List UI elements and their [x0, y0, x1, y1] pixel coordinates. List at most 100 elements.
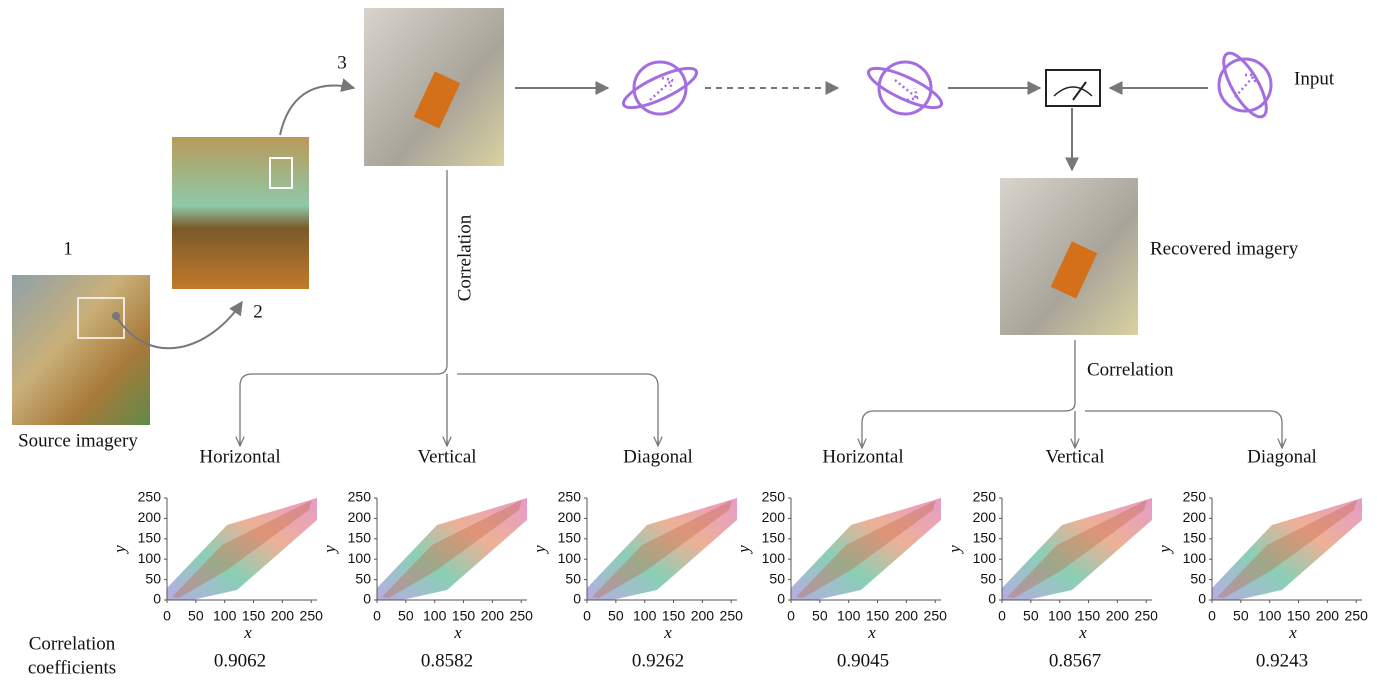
- x-tick-label: 250: [1345, 608, 1369, 624]
- coefficient: 0.8582: [421, 650, 473, 671]
- step-label: 3: [337, 52, 347, 73]
- y-tick-label: 50: [769, 570, 785, 586]
- x-tick-label: 200: [691, 608, 715, 624]
- correlation-label: Correlation: [454, 214, 475, 301]
- plot-title: Diagonal: [1247, 446, 1317, 467]
- y-tick-label: 50: [145, 570, 161, 586]
- x-tick-label: 50: [398, 608, 414, 624]
- coefficient: 0.9243: [1256, 650, 1308, 671]
- x-axis-label: x: [663, 623, 672, 642]
- x-tick-label: 0: [787, 608, 795, 624]
- y-axis-label: y: [1155, 545, 1174, 555]
- y-tick-label: 100: [558, 550, 582, 566]
- y-tick-label: 150: [762, 530, 786, 546]
- x-tick-label: 250: [924, 608, 948, 624]
- x-tick-label: 150: [242, 608, 266, 624]
- x-tick-label: 250: [720, 608, 744, 624]
- y-tick-label: 150: [558, 530, 582, 546]
- x-tick-label: 150: [662, 608, 686, 624]
- y-tick-label: 100: [348, 550, 372, 566]
- x-tick-label: 50: [188, 608, 204, 624]
- x-tick-label: 200: [1316, 608, 1340, 624]
- y-tick-label: 50: [565, 570, 581, 586]
- y-tick-label: 200: [973, 509, 997, 525]
- y-axis-label: y: [945, 545, 964, 555]
- plot-title: Horizontal: [822, 446, 903, 467]
- x-tick-label: 150: [1077, 608, 1101, 624]
- source-label: Source imagery: [18, 430, 138, 451]
- plot-title: Vertical: [417, 446, 476, 467]
- y-tick-label: 150: [348, 530, 372, 546]
- x-tick-label: 250: [1135, 608, 1159, 624]
- plot-title: Vertical: [1045, 446, 1104, 467]
- y-tick-label: 250: [762, 489, 786, 505]
- x-tick-label: 250: [300, 608, 324, 624]
- y-axis-label: y: [530, 545, 549, 555]
- x-tick-label: 50: [1023, 608, 1039, 624]
- x-tick-label: 100: [1048, 608, 1072, 624]
- x-tick-label: 100: [423, 608, 447, 624]
- y-tick-label: 200: [558, 509, 582, 525]
- decryptor-icon: [1046, 70, 1100, 106]
- y-tick-label: 250: [348, 489, 372, 505]
- y-tick-label: 100: [138, 550, 162, 566]
- arrow: [280, 85, 354, 135]
- x-axis-label: x: [243, 623, 252, 642]
- plot-title: Horizontal: [199, 446, 280, 467]
- y-tick-label: 250: [973, 489, 997, 505]
- key-icon: [1216, 47, 1275, 122]
- x-axis-label: x: [453, 623, 462, 642]
- coefficient: 0.9062: [214, 650, 266, 671]
- x-axis-label: x: [1288, 623, 1297, 642]
- x-tick-label: 200: [895, 608, 919, 624]
- y-tick-label: 0: [153, 591, 161, 607]
- x-tick-label: 0: [373, 608, 381, 624]
- y-tick-label: 150: [1183, 530, 1207, 546]
- y-tick-label: 50: [1190, 570, 1206, 586]
- x-axis-label: x: [1078, 623, 1087, 642]
- correlation-label: Correlation: [1087, 359, 1174, 380]
- y-tick-label: 250: [558, 489, 582, 505]
- y-tick-label: 0: [777, 591, 785, 607]
- coefficients-label: coefficients: [28, 657, 116, 678]
- cipher-icon: [864, 61, 946, 115]
- coefficient: 0.9045: [837, 650, 889, 671]
- y-tick-label: 250: [138, 489, 162, 505]
- x-tick-label: 100: [213, 608, 237, 624]
- y-axis-label: y: [110, 545, 129, 555]
- x-tick-label: 200: [1106, 608, 1130, 624]
- y-tick-label: 150: [138, 530, 162, 546]
- x-tick-label: 50: [812, 608, 828, 624]
- y-tick-label: 100: [1183, 550, 1207, 566]
- x-tick-label: 150: [1287, 608, 1311, 624]
- x-tick-label: 200: [481, 608, 505, 624]
- y-tick-label: 250: [1183, 489, 1207, 505]
- x-tick-label: 150: [452, 608, 476, 624]
- y-tick-label: 100: [973, 550, 997, 566]
- x-tick-label: 0: [163, 608, 171, 624]
- x-tick-label: 0: [583, 608, 591, 624]
- x-tick-label: 100: [837, 608, 861, 624]
- y-axis-label: y: [734, 545, 753, 555]
- y-tick-label: 0: [573, 591, 581, 607]
- plot-title: Diagonal: [623, 446, 693, 467]
- correlation-branch: [862, 340, 1282, 446]
- step-label: 1: [63, 238, 73, 259]
- y-tick-label: 200: [1183, 509, 1207, 525]
- y-tick-label: 0: [363, 591, 371, 607]
- y-tick-label: 50: [355, 570, 371, 586]
- y-tick-label: 0: [988, 591, 996, 607]
- x-tick-label: 200: [271, 608, 295, 624]
- diagram: 1 2 3 Source imagery Recovered imagery I…: [0, 0, 1378, 681]
- y-tick-label: 50: [980, 570, 996, 586]
- arrow-dot: [112, 312, 120, 320]
- x-tick-label: 50: [608, 608, 624, 624]
- coefficient: 0.8567: [1049, 650, 1101, 671]
- y-tick-label: 0: [1198, 591, 1206, 607]
- y-tick-label: 100: [762, 550, 786, 566]
- cipher-icon: [619, 61, 701, 115]
- x-tick-label: 100: [1258, 608, 1282, 624]
- x-tick-label: 100: [633, 608, 657, 624]
- y-tick-label: 200: [138, 509, 162, 525]
- coefficient: 0.9262: [632, 650, 684, 671]
